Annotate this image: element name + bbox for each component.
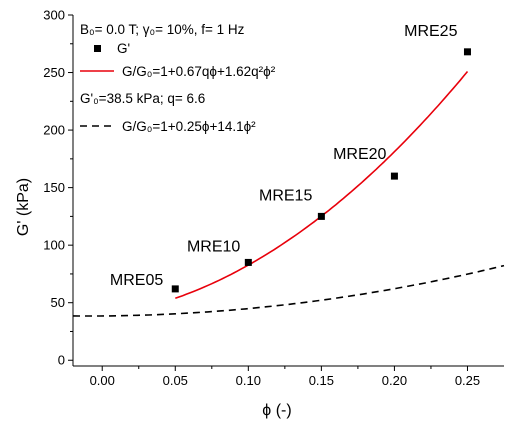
y-tick-label: 300 xyxy=(43,8,65,23)
y-tick-label: 150 xyxy=(43,180,65,195)
legend-label-scatter: G' xyxy=(117,41,130,56)
y-tick-label: 200 xyxy=(43,123,65,138)
data-point xyxy=(244,258,252,266)
y-tick-label: 0 xyxy=(58,353,65,368)
x-tick-label: 0.20 xyxy=(382,373,407,388)
point-label: MRE20 xyxy=(333,146,386,163)
series-line-red xyxy=(175,70,469,300)
x-tick-label: 0.00 xyxy=(90,373,115,388)
y-tick-label: 100 xyxy=(43,238,65,253)
legend-label-red: G/G₀=1+0.67qϕ+1.62q²ϕ² xyxy=(122,64,276,79)
data-point xyxy=(390,172,398,180)
legend: G' G/G₀=1+0.67qϕ+1.62q²ϕ² G/G₀=1+0.25ϕ+14.… xyxy=(80,41,276,134)
data-point xyxy=(317,212,325,220)
point-label: MRE05 xyxy=(110,272,163,289)
point-label: MRE10 xyxy=(187,238,240,255)
params-text: G'₀=38.5 kPa; q= 6.6 xyxy=(80,91,205,106)
x-tick-label: 0.25 xyxy=(455,373,480,388)
point-label: MRE15 xyxy=(259,187,312,204)
x-tick-label: 0.15 xyxy=(309,373,334,388)
series-line-dashed xyxy=(72,264,505,317)
y-tick-label: 250 xyxy=(43,65,65,80)
legend-label-dashed: G/G₀=1+0.25ϕ+14.1ϕ² xyxy=(122,119,256,134)
y-tick-label: 50 xyxy=(51,295,65,310)
point-label: MRE25 xyxy=(404,23,457,40)
conditions-text: B₀= 0.0 T; γ₀= 10%, f= 1 Hz xyxy=(80,22,245,37)
y-axis-label: G' (kPa) xyxy=(15,178,32,236)
x-axis-label: ϕ (-) xyxy=(262,402,291,419)
x-tick-label: 0.05 xyxy=(163,373,188,388)
plot-layer: 0.00 0.05 0.10 0.15 0.20 0.25 0 50 100 150 200 250 3… xyxy=(43,8,505,388)
data-point xyxy=(463,48,471,56)
data-point xyxy=(171,285,179,293)
legend-marker-scatter xyxy=(94,45,101,52)
x-tick-label: 0.10 xyxy=(236,373,261,388)
